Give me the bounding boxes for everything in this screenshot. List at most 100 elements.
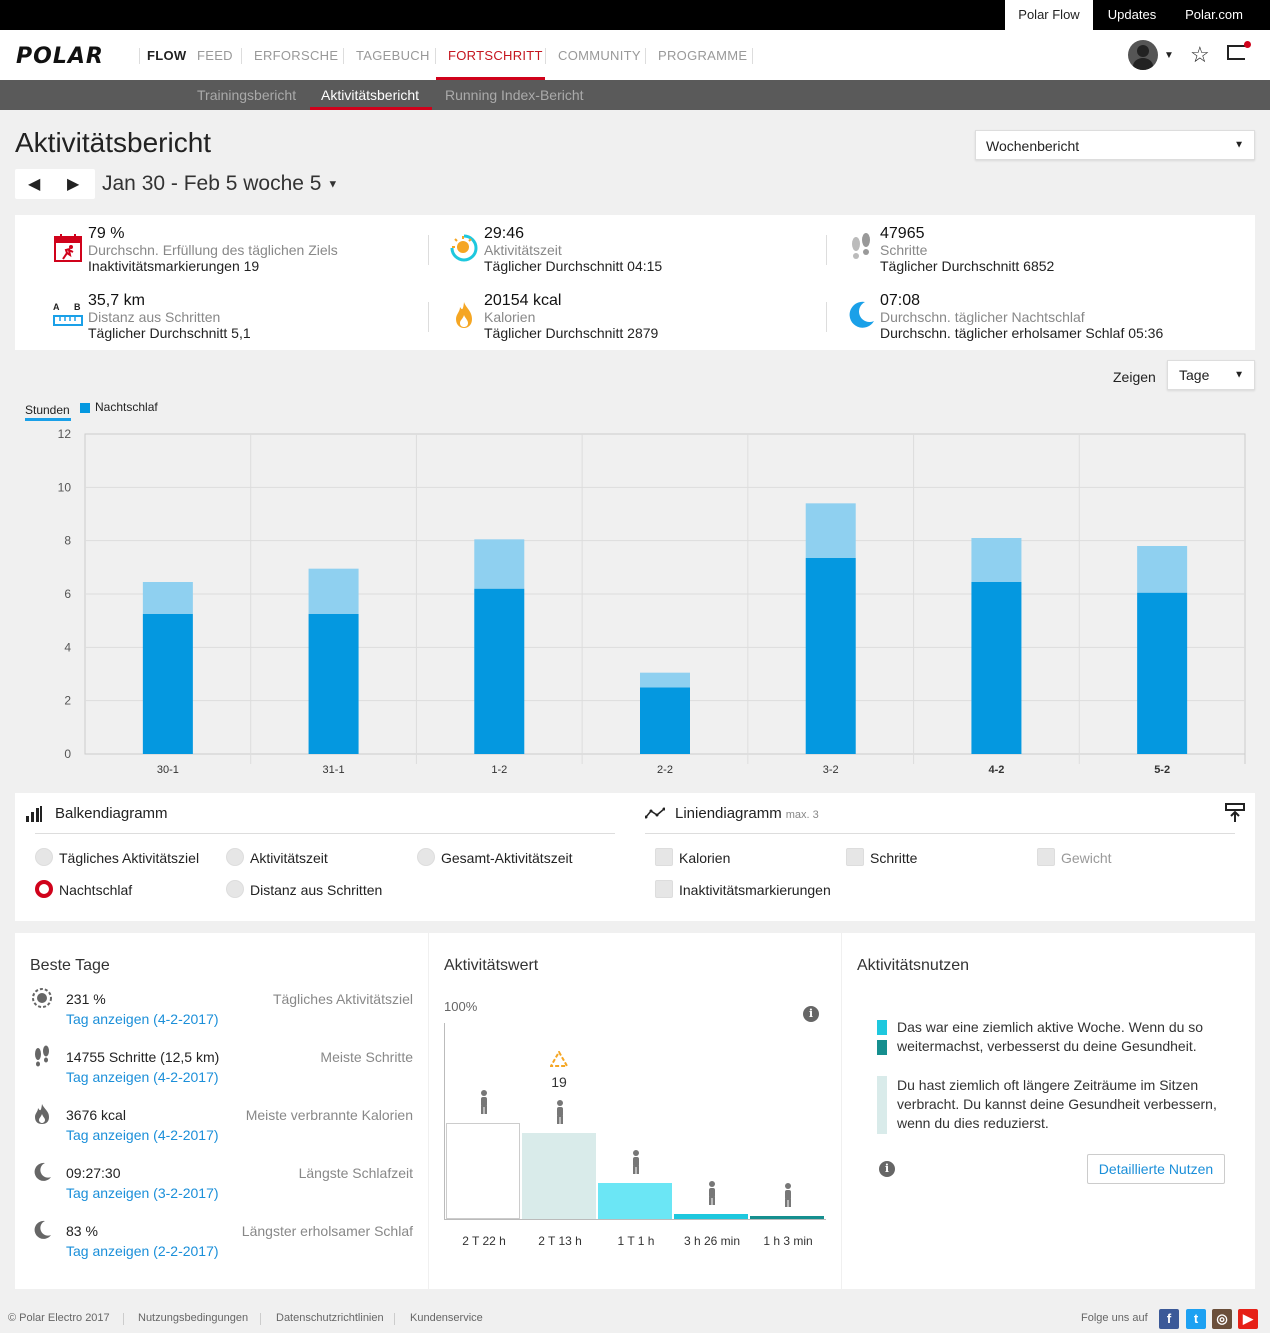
nav-item-erforsche[interactable]: ERFORSCHE — [254, 48, 339, 63]
option-steps[interactable]: Schritte — [870, 850, 918, 866]
nav-divider — [435, 48, 436, 64]
checkbox-weight[interactable] — [1037, 848, 1055, 866]
option-inactivity[interactable]: Inaktivitätsmarkierungen — [679, 882, 831, 898]
report-type-select[interactable]: Wochenbericht ▼ — [975, 130, 1255, 160]
footer-link-support[interactable]: Kundenservice — [410, 1312, 483, 1324]
best-day-link[interactable]: Tag anzeigen (4-2-2017) — [66, 1011, 219, 1027]
notification-icon[interactable] — [1227, 41, 1251, 60]
topbar-link-updates[interactable]: Updates — [1107, 7, 1157, 22]
option-distance[interactable]: Distanz aus Schritten — [250, 882, 383, 898]
bar-night-sleep — [142, 614, 193, 754]
best-day-label: Meiste Schritte — [320, 1049, 413, 1065]
user-avatar[interactable] — [1128, 40, 1158, 70]
best-day-label: Längste Schlafzeit — [298, 1165, 413, 1181]
date-range-selector[interactable]: Jan 30 - Feb 5 woche 5 ▼ — [102, 172, 338, 196]
instagram-icon[interactable]: ◎ — [1212, 1309, 1232, 1329]
unit-tab[interactable]: Stunden — [25, 403, 71, 421]
line-chart-title: Liniendiagramm max. 3 — [675, 805, 819, 822]
stat-label: Durchschn. täglicher Nachtschlaf — [880, 309, 1085, 325]
best-day-link[interactable]: Tag anzeigen (2-2-2017) — [66, 1243, 219, 1259]
info-icon[interactable]: i — [879, 1161, 895, 1177]
nav-item-feed[interactable]: FEED — [197, 48, 233, 63]
radio-distance[interactable] — [226, 880, 244, 898]
footer-copyright: © Polar Electro 2017 — [8, 1312, 110, 1324]
line-chart-title-text: Liniendiagramm — [675, 805, 782, 822]
nav-divider — [343, 48, 344, 64]
best-day-value: 231 % — [66, 991, 106, 1007]
option-weight[interactable]: Gewicht — [1061, 850, 1112, 866]
stat-value: 35,7 km — [88, 292, 145, 309]
option-night-sleep[interactable]: Nachtschlaf — [59, 882, 133, 898]
export-icon[interactable] — [1225, 803, 1245, 823]
activity-value-panel: Aktivitätswert 100% i 2 T 22 h 2 T 13 h 1 … — [429, 933, 841, 1289]
best-day-row: 09:27:30 Tag anzeigen (3-2-2017) Längste… — [15, 1161, 428, 1211]
subnav-item-aktivitaetsbericht[interactable]: Aktivitätsbericht — [321, 87, 420, 103]
subnav-item-running-index[interactable]: Running Index-Bericht — [445, 87, 584, 103]
activity-time-icon — [450, 234, 478, 262]
moon-icon — [34, 1162, 51, 1181]
best-day-link[interactable]: Tag anzeigen (3-2-2017) — [66, 1185, 219, 1201]
chart-controls-panel: Balkendiagramm Liniendiagramm max. 3 Tägl… — [15, 793, 1255, 921]
radio-activity-time[interactable] — [226, 848, 244, 866]
radio-daily-goal[interactable] — [35, 848, 53, 866]
next-week-icon[interactable]: ▶ — [67, 176, 80, 193]
period-select[interactable]: Tage ▼ — [1167, 360, 1255, 390]
subnav-item-trainingsbericht[interactable]: Trainingsbericht — [197, 87, 297, 103]
stat-sub: Täglicher Durchschnitt 6852 — [880, 258, 1055, 274]
unit-tab-label: Stunden — [25, 403, 70, 417]
best-days-panel: Beste Tage 231 % Tag anzeigen (4-2-2017)… — [15, 933, 428, 1289]
divider — [394, 1313, 395, 1325]
prev-week-icon[interactable]: ◀ — [28, 176, 41, 193]
period-value: Tage — [1179, 367, 1210, 383]
bar-night-sleep — [640, 687, 690, 754]
nav-item-programme[interactable]: PROGRAMME — [658, 48, 748, 63]
youtube-icon[interactable]: ▶ — [1238, 1309, 1258, 1329]
activity-level-bar — [750, 1216, 824, 1219]
bar-total-sleep — [308, 568, 359, 614]
divider — [123, 1313, 124, 1325]
divider — [826, 302, 827, 332]
checkbox-steps[interactable] — [846, 848, 864, 866]
checkbox-calories[interactable] — [655, 848, 673, 866]
stat-label: Aktivitätszeit — [484, 242, 562, 258]
topbar-link-polar-flow[interactable]: Polar Flow — [1005, 0, 1093, 30]
best-day-link[interactable]: Tag anzeigen (4-2-2017) — [66, 1127, 219, 1143]
nav-divider — [545, 48, 546, 64]
nav-flow-label[interactable]: FLOW — [147, 48, 187, 63]
activity-level-bar — [598, 1182, 672, 1219]
nav-item-community[interactable]: COMMUNITY — [558, 48, 641, 63]
option-activity-time[interactable]: Aktivitätszeit — [250, 850, 328, 866]
y-tick-label: 12 — [58, 427, 72, 441]
checkbox-inactivity[interactable] — [655, 880, 673, 898]
facebook-icon[interactable]: f — [1159, 1309, 1179, 1329]
best-day-link[interactable]: Tag anzeigen (4-2-2017) — [66, 1069, 219, 1085]
nav-item-tagebuch[interactable]: TAGEBUCH — [356, 48, 430, 63]
nav-item-fortschritt[interactable]: FORTSCHRITT — [448, 48, 543, 63]
option-calories[interactable]: Kalorien — [679, 850, 731, 866]
activity-level-duration: 1 h 3 min — [763, 1234, 813, 1248]
option-total-activity-time[interactable]: Gesamt-Aktivitätszeit — [441, 850, 573, 866]
bar-chart-title-text: Balkendiagramm — [55, 805, 168, 822]
polar-logo[interactable]: POLAR — [16, 44, 104, 69]
bar-chart-title: Balkendiagramm — [55, 805, 168, 822]
topbar-link-polar-com[interactable]: Polar.com — [1185, 7, 1243, 22]
bar-total-sleep — [971, 538, 1022, 582]
footer-link-privacy[interactable]: Datenschutzrichtlinien — [276, 1312, 384, 1324]
chevron-down-icon: ▼ — [327, 178, 339, 191]
twitter-icon[interactable]: t — [1186, 1309, 1206, 1329]
bar-total-sleep — [1137, 546, 1188, 593]
chevron-down-icon[interactable]: ▼ — [1164, 50, 1174, 61]
date-navigator: ◀ ▶ — [15, 169, 95, 199]
footer-link-terms[interactable]: Nutzungsbedingungen — [138, 1312, 249, 1324]
info-icon[interactable]: i — [803, 1006, 819, 1022]
star-icon[interactable]: ☆ — [1190, 42, 1210, 67]
detailed-benefits-button[interactable]: Detaillierte Nutzen — [1087, 1154, 1225, 1184]
goal-ring-icon — [32, 988, 52, 1008]
radio-night-sleep[interactable] — [35, 880, 53, 898]
divider — [428, 302, 429, 332]
daily-goal-icon — [54, 234, 82, 262]
line-chart-icon — [645, 807, 665, 819]
chevron-down-icon: ▼ — [1234, 369, 1244, 381]
radio-total-activity-time[interactable] — [417, 848, 435, 866]
option-daily-goal[interactable]: Tägliches Aktivitätsziel — [59, 850, 200, 866]
